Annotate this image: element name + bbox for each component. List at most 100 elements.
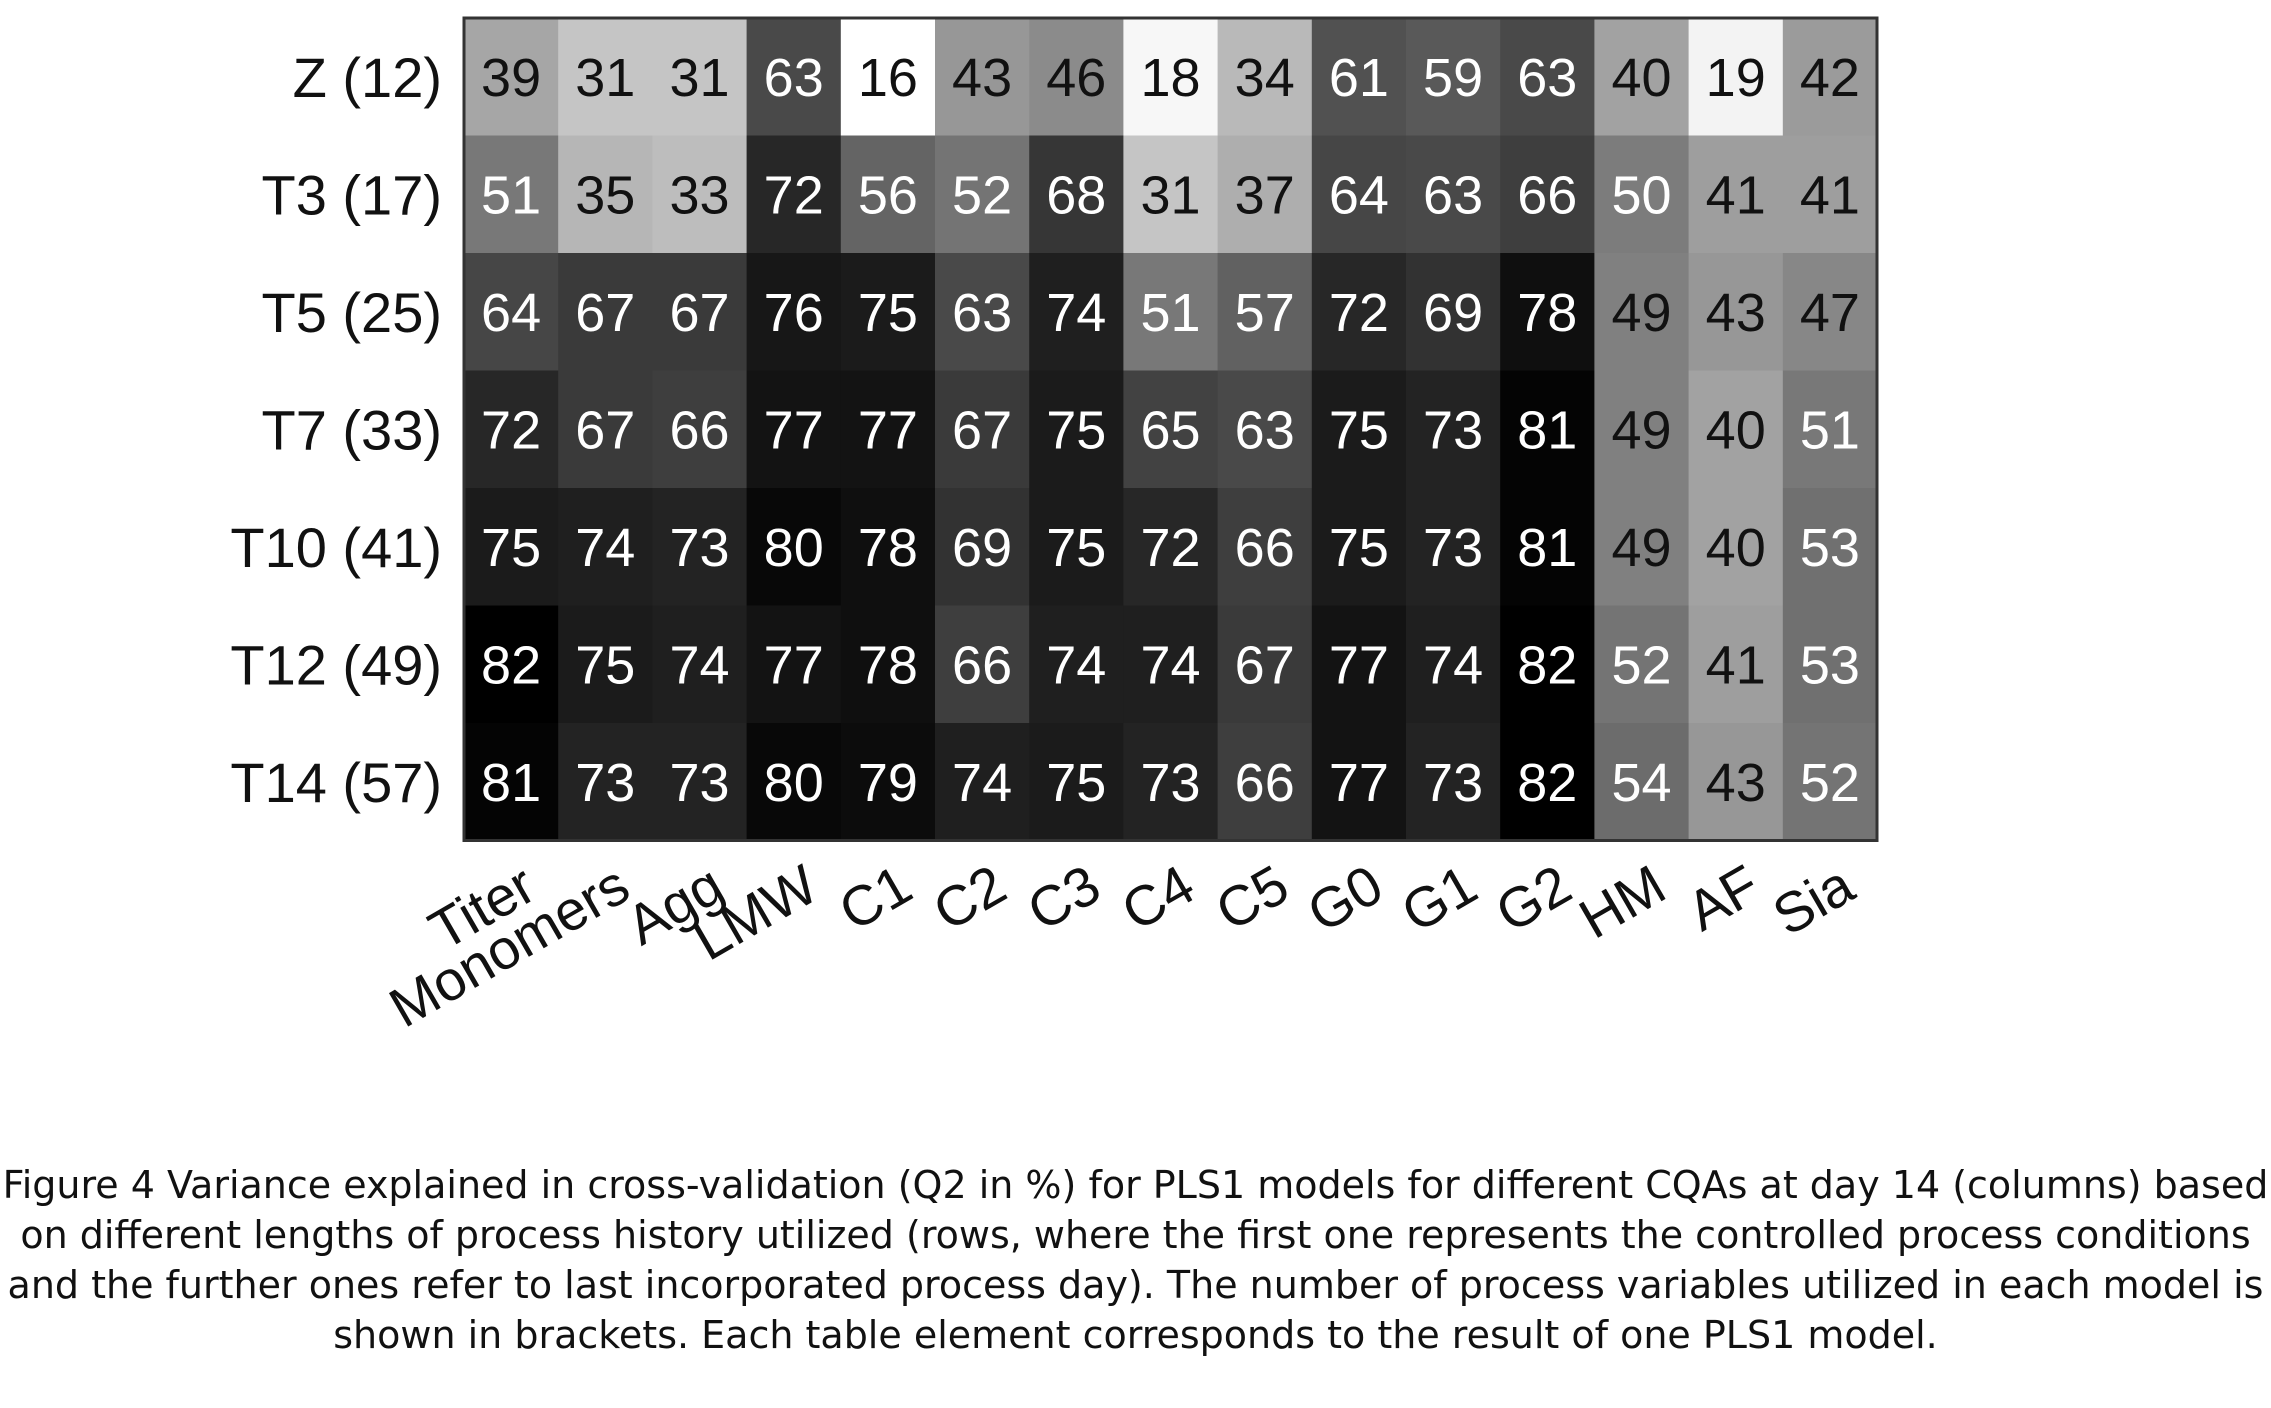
cell-value: 63 (1235, 400, 1295, 460)
column-label: C1 (828, 852, 922, 942)
heatmap-cell (1782, 135, 1878, 254)
heatmap-cell (558, 370, 653, 489)
cell-value: 49 (1611, 400, 1671, 460)
heatmap-cell (1500, 370, 1595, 489)
row-label: T7 (33) (262, 398, 443, 461)
heatmap-cell (1311, 135, 1407, 254)
cell-value: 56 (858, 165, 918, 225)
heatmap-cell (1029, 135, 1124, 254)
heatmap-cell (1406, 135, 1501, 254)
cell-value: 82 (481, 635, 541, 695)
cell-value: 72 (1329, 283, 1389, 343)
cell-value: 39 (481, 48, 541, 108)
cell-value: 31 (669, 48, 729, 108)
cell-value: 69 (952, 518, 1012, 578)
heatmap-cell (1688, 605, 1784, 724)
heatmap-cell (1029, 18, 1124, 137)
heatmap-cell (1123, 488, 1219, 607)
row-label: T14 (57) (230, 751, 442, 814)
cell-value: 53 (1800, 518, 1860, 578)
cell-value: 64 (481, 283, 541, 343)
cell-value: 77 (1329, 635, 1389, 695)
heatmap-cell (935, 723, 1030, 842)
heatmap-cell (840, 253, 936, 372)
heatmap-cell (1782, 370, 1878, 489)
heatmap-cell (935, 488, 1030, 607)
cell-value: 31 (1140, 165, 1200, 225)
heatmap-cell (1406, 605, 1501, 724)
column-label: C4 (1111, 852, 1205, 942)
cell-value: 63 (1517, 48, 1577, 108)
cell-value: 41 (1706, 635, 1766, 695)
cell-value: 67 (1235, 635, 1295, 695)
heatmap-cell (1311, 370, 1407, 489)
cell-value: 35 (575, 165, 635, 225)
heatmap-cell (1406, 370, 1501, 489)
cell-value: 79 (858, 753, 918, 813)
heatmap-cell (464, 488, 559, 607)
cell-value: 75 (1329, 518, 1389, 578)
heatmap-cell (1782, 488, 1878, 607)
cell-value: 82 (1517, 635, 1577, 695)
heatmap-cell (558, 18, 653, 137)
heatmap-cell (1217, 723, 1313, 842)
heatmap-cell (558, 253, 653, 372)
cell-value: 68 (1046, 165, 1106, 225)
heatmap-cell (1594, 18, 1690, 137)
column-label: G2 (1485, 852, 1581, 944)
column-label: G0 (1297, 852, 1393, 944)
cell-value: 61 (1329, 48, 1389, 108)
cell-value: 40 (1706, 518, 1766, 578)
cell-value: 42 (1800, 48, 1860, 108)
heatmap-cell (1311, 723, 1407, 842)
heatmap-cell (464, 723, 559, 842)
cell-value: 73 (1140, 753, 1200, 813)
cell-value: 82 (1517, 753, 1577, 813)
cell-value: 75 (1329, 400, 1389, 460)
heatmap-cell (652, 253, 748, 372)
cell-value: 49 (1611, 283, 1671, 343)
cell-value: 72 (764, 165, 824, 225)
heatmap-cell (840, 18, 936, 137)
cell-value: 77 (764, 635, 824, 695)
cell-value: 16 (858, 48, 918, 108)
heatmap-cell (1782, 253, 1878, 372)
heatmap-cell (1500, 18, 1595, 137)
heatmap-cell (1217, 605, 1313, 724)
figure-caption: Figure 4 Variance explained in cross-val… (2, 1163, 2269, 1357)
cell-value: 69 (1423, 283, 1483, 343)
cell-value: 75 (858, 283, 918, 343)
column-label: C5 (1205, 852, 1299, 942)
heatmap-cell (1594, 253, 1690, 372)
cell-value: 73 (1423, 518, 1483, 578)
cell-value: 67 (952, 400, 1012, 460)
cell-value: 77 (1329, 753, 1389, 813)
heatmap-cell (652, 723, 748, 842)
cell-value: 63 (1423, 165, 1483, 225)
cell-value: 65 (1140, 400, 1200, 460)
heatmap-cell (652, 370, 748, 489)
cell-value: 74 (1046, 635, 1106, 695)
heatmap-cell (1500, 135, 1595, 254)
cell-value: 75 (575, 635, 635, 695)
heatmap-cell (1311, 18, 1407, 137)
cell-value: 72 (1140, 518, 1200, 578)
cell-value: 59 (1423, 48, 1483, 108)
heatmap-cell (1594, 605, 1690, 724)
cell-value: 33 (669, 165, 729, 225)
cell-value: 47 (1800, 283, 1860, 343)
cell-value: 74 (669, 635, 729, 695)
cell-value: 81 (1517, 400, 1577, 460)
heatmap-cell (1500, 488, 1595, 607)
cell-value: 75 (1046, 400, 1106, 460)
cell-value: 52 (1800, 753, 1860, 813)
cell-value: 66 (1235, 518, 1295, 578)
row-labels: Z (12) T3 (17) T5 (25) T7 (33) T10 (41) T12 (… (230, 46, 442, 814)
cell-value: 66 (952, 635, 1012, 695)
heatmap-cell (464, 18, 559, 137)
heatmap-cell (1217, 18, 1313, 137)
heatmap-cell (1217, 135, 1313, 254)
heatmap-cell (464, 135, 559, 254)
heatmap-cell (1594, 723, 1690, 842)
